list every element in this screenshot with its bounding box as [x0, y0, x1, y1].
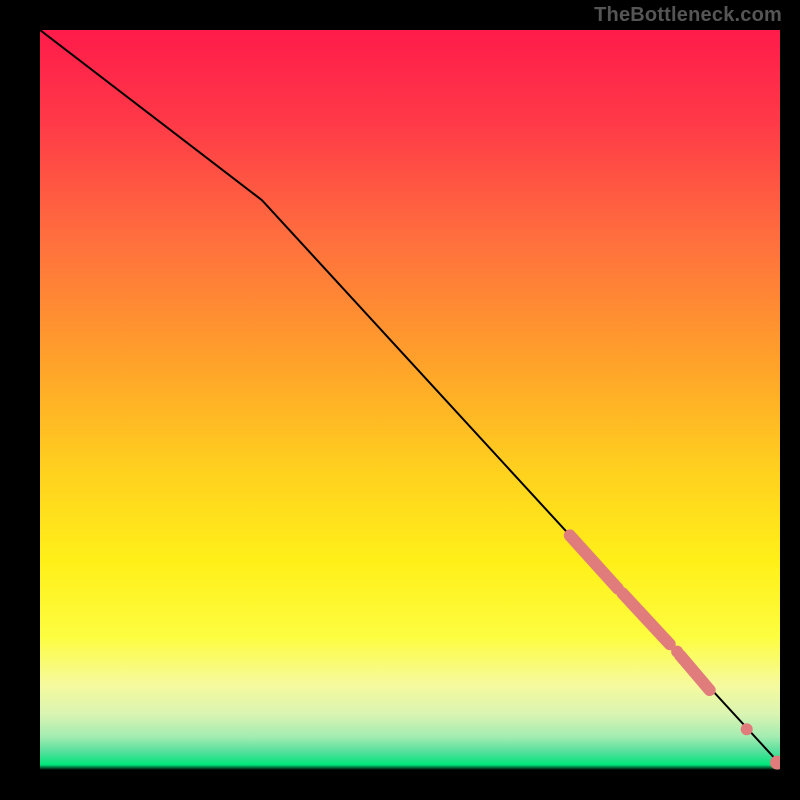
plot-area	[40, 30, 780, 770]
watermark-text: TheBottleneck.com	[594, 4, 782, 27]
marker-dot	[741, 723, 753, 735]
figure-root: TheBottleneck.com	[0, 0, 800, 800]
gradient-background	[40, 30, 780, 770]
chart-svg	[40, 30, 780, 770]
